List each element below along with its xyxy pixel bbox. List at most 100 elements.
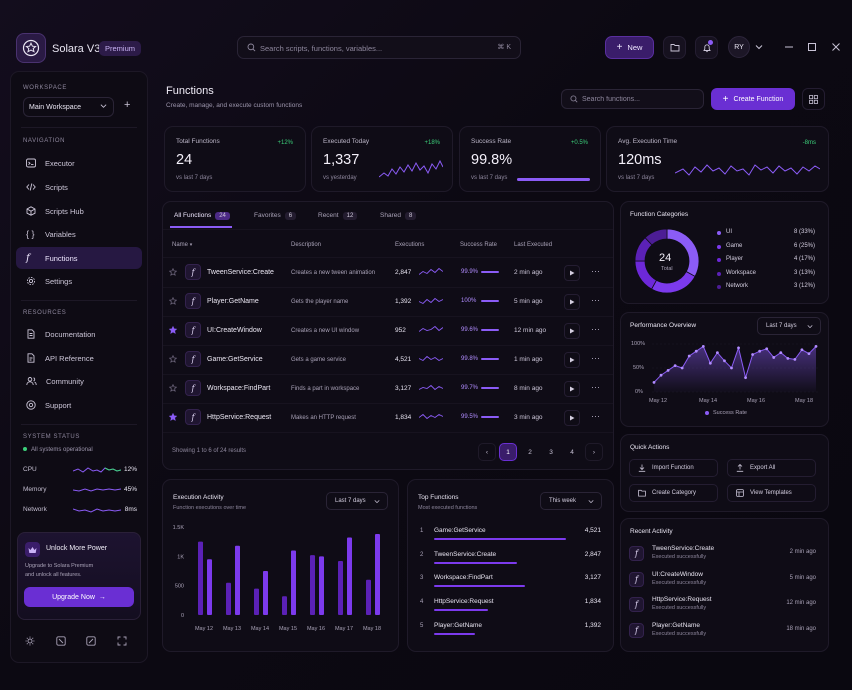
- add-workspace-button[interactable]: +: [124, 99, 131, 111]
- data-point[interactable]: [666, 369, 670, 372]
- data-point[interactable]: [730, 366, 733, 370]
- more-options-icon[interactable]: ⋯: [591, 411, 600, 421]
- sidebar-item-functions[interactable]: f Functions: [16, 247, 142, 269]
- activity-item[interactable]: f HttpService:Request Executed successfull…: [629, 595, 819, 617]
- activity-item[interactable]: f Player:GetName Executed successfully 18 m…: [629, 621, 819, 643]
- donut-slice[interactable]: [634, 260, 657, 290]
- star-icon[interactable]: [169, 326, 177, 334]
- minimize-icon[interactable]: [785, 46, 793, 48]
- data-point[interactable]: [687, 354, 691, 358]
- sidebar-item-scripts-hub[interactable]: Scripts Hub: [16, 200, 142, 222]
- folder-button[interactable]: [663, 36, 686, 59]
- layout-icon[interactable]: [86, 633, 96, 651]
- notifications-button[interactable]: [695, 36, 718, 59]
- maximize-icon[interactable]: [808, 43, 816, 51]
- table-row[interactable]: f TweenService:Create Creates a new tween …: [163, 258, 613, 287]
- top-function-row[interactable]: 1 Game:GetService 4,521: [417, 526, 601, 548]
- run-button[interactable]: [564, 323, 580, 339]
- performance-range-select[interactable]: Last 7 days: [757, 317, 821, 335]
- sidebar-item-documentation[interactable]: Documentation: [16, 323, 142, 345]
- more-options-icon[interactable]: ⋯: [591, 353, 600, 363]
- more-options-icon[interactable]: ⋯: [591, 266, 600, 276]
- fullscreen-icon[interactable]: [117, 633, 127, 651]
- chevron-down-icon[interactable]: [755, 44, 763, 50]
- tab-favorites[interactable]: Favorites 6: [254, 212, 297, 220]
- star-icon[interactable]: [169, 297, 177, 305]
- tab-all-functions[interactable]: All Functions 24: [174, 212, 230, 220]
- data-point[interactable]: [673, 364, 677, 367]
- data-point[interactable]: [800, 348, 804, 352]
- sidebar-item-variables[interactable]: { } Variables: [16, 223, 142, 245]
- run-button[interactable]: [564, 294, 580, 310]
- data-point[interactable]: [751, 353, 755, 356]
- top-functions-range-select[interactable]: This week: [540, 492, 602, 510]
- sidebar-item-scripts[interactable]: Scripts: [16, 176, 142, 198]
- bar[interactable]: [198, 541, 203, 615]
- function-search-input[interactable]: [582, 93, 692, 106]
- data-point[interactable]: [807, 352, 811, 355]
- global-search[interactable]: ⌘ K: [237, 36, 521, 59]
- create-category-button[interactable]: Create Category: [629, 484, 718, 502]
- data-point[interactable]: [659, 373, 663, 377]
- new-button[interactable]: + New: [605, 36, 654, 59]
- view-templates-button[interactable]: View Templates: [727, 484, 816, 502]
- tab-shared[interactable]: Shared 8: [380, 212, 417, 220]
- data-point[interactable]: [737, 346, 740, 350]
- workspace-select[interactable]: Main Workspace: [23, 97, 114, 117]
- bar[interactable]: [254, 588, 259, 615]
- function-name[interactable]: UI:CreateWindow: [207, 327, 262, 334]
- data-point[interactable]: [652, 381, 656, 384]
- column-header-name[interactable]: Name ▾: [172, 242, 193, 248]
- bar[interactable]: [235, 545, 240, 615]
- sun-icon[interactable]: [25, 633, 35, 651]
- bar[interactable]: [347, 537, 352, 615]
- data-point[interactable]: [680, 366, 684, 370]
- expand-icon[interactable]: [56, 633, 66, 651]
- more-options-icon[interactable]: ⋯: [591, 382, 600, 392]
- star-icon[interactable]: [169, 413, 177, 421]
- sidebar-item-executor[interactable]: Executor: [16, 152, 142, 174]
- top-function-row[interactable]: 2 TweenService:Create 2,847: [417, 550, 601, 572]
- table-row[interactable]: f Workspace:FindPart Finds a part in works…: [163, 374, 613, 403]
- upgrade-now-button[interactable]: Upgrade Now →: [24, 587, 134, 607]
- data-point[interactable]: [694, 349, 698, 353]
- global-search-input[interactable]: [260, 41, 480, 55]
- grid-view-button[interactable]: [802, 88, 825, 110]
- close-icon[interactable]: [832, 43, 840, 51]
- table-row[interactable]: f HttpService:Request Makes an HTTP reques…: [163, 403, 613, 432]
- pagination-page[interactable]: 4: [570, 448, 574, 456]
- import-function-button[interactable]: Import Function: [629, 459, 718, 477]
- star-icon[interactable]: [169, 384, 177, 392]
- bar[interactable]: [263, 571, 268, 615]
- more-options-icon[interactable]: ⋯: [591, 324, 600, 334]
- data-point[interactable]: [744, 376, 747, 379]
- bar[interactable]: [366, 579, 371, 615]
- create-function-button[interactable]: + Create Function: [711, 88, 795, 110]
- pagination-page[interactable]: 3: [549, 448, 553, 456]
- pagination-prev[interactable]: ‹: [478, 443, 496, 461]
- run-button[interactable]: [564, 265, 580, 281]
- data-point[interactable]: [723, 359, 726, 363]
- sidebar-item-api-reference[interactable]: API Reference: [16, 347, 142, 369]
- bar[interactable]: [375, 534, 380, 615]
- bar[interactable]: [310, 555, 315, 615]
- function-name[interactable]: Workspace:FindPart: [207, 385, 271, 392]
- function-name[interactable]: Player:GetName: [207, 298, 259, 305]
- bar[interactable]: [319, 556, 324, 615]
- avatar[interactable]: RY: [728, 36, 750, 58]
- data-point[interactable]: [758, 349, 762, 353]
- activity-item[interactable]: f UI:CreateWindow Executed successfully 5 m…: [629, 570, 819, 592]
- data-point[interactable]: [779, 351, 783, 355]
- function-search[interactable]: [561, 89, 704, 109]
- pagination-page[interactable]: 1: [499, 443, 517, 461]
- donut-slice[interactable]: [644, 228, 668, 246]
- data-point[interactable]: [765, 347, 769, 351]
- activity-item[interactable]: f TweenService:Create Executed successfull…: [629, 544, 819, 566]
- sidebar-item-settings[interactable]: Settings: [16, 270, 142, 292]
- top-function-row[interactable]: 3 Workspace:FindPart 3,127: [417, 573, 601, 595]
- table-row[interactable]: f Game:GetService Gets a game service 4,521…: [163, 345, 613, 374]
- bar[interactable]: [338, 561, 343, 615]
- data-point[interactable]: [772, 356, 776, 359]
- bar[interactable]: [282, 596, 287, 615]
- function-name[interactable]: HttpService:Request: [207, 414, 272, 421]
